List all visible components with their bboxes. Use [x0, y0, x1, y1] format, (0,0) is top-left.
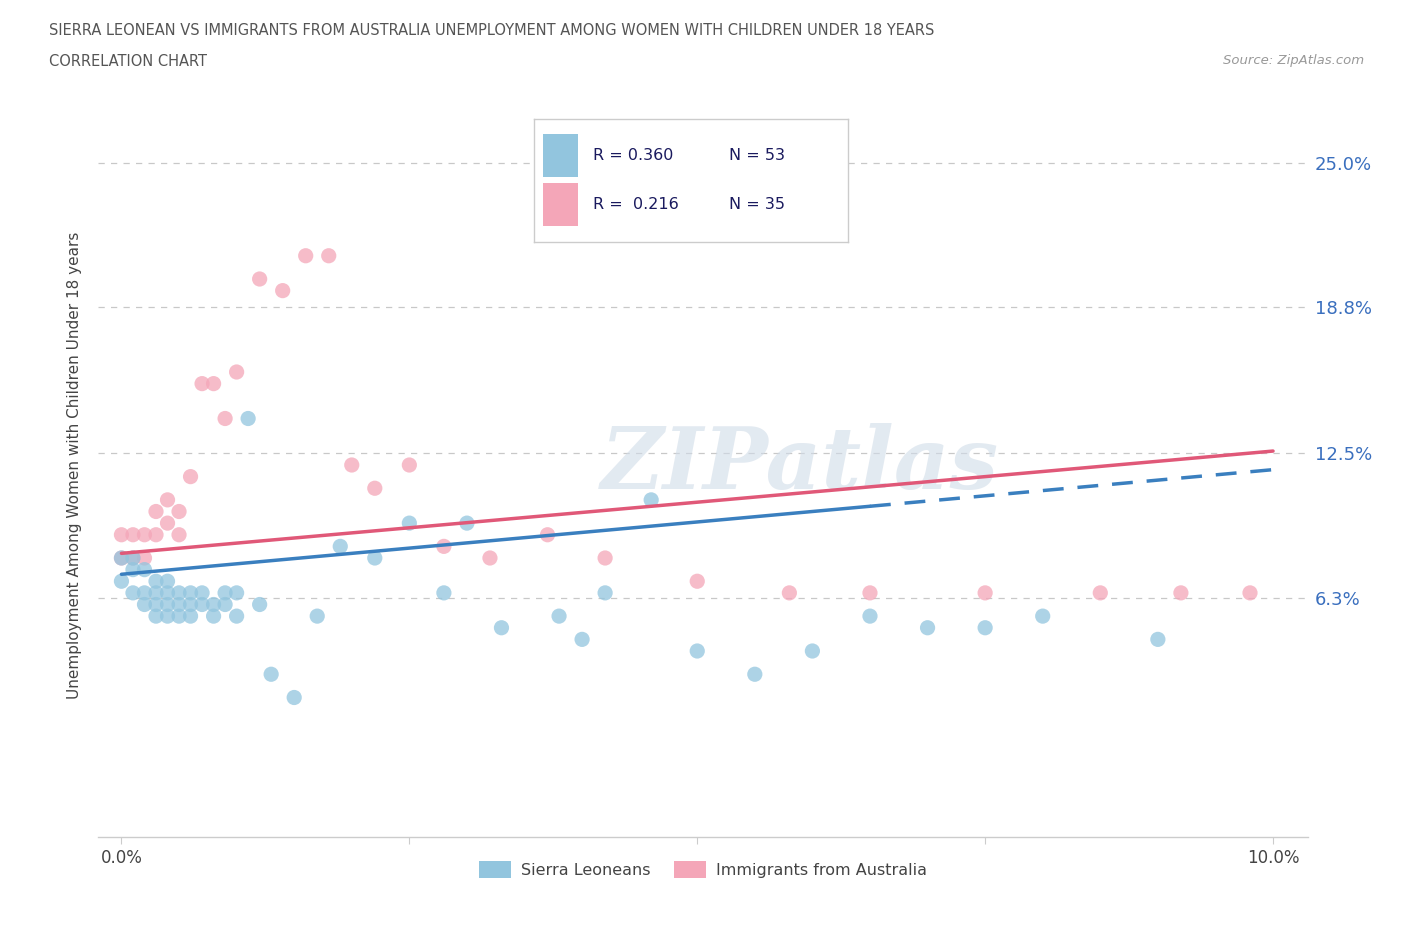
Point	[180, 597, 202, 612]
Point	[167, 586, 190, 601]
Point	[249, 272, 271, 286]
Point	[134, 527, 156, 542]
Point	[536, 527, 558, 542]
Point	[571, 632, 593, 647]
Text: SIERRA LEONEAN VS IMMIGRANTS FROM AUSTRALIA UNEMPLOYMENT AMONG WOMEN WITH CHILDR: SIERRA LEONEAN VS IMMIGRANTS FROM AUSTRA…	[49, 23, 935, 38]
Point	[456, 515, 478, 530]
Point	[156, 493, 179, 508]
Point	[214, 597, 236, 612]
Point	[1170, 586, 1192, 601]
Point	[225, 365, 247, 379]
Point	[134, 551, 156, 565]
Point	[191, 586, 214, 601]
Point	[1147, 632, 1170, 647]
Point	[191, 597, 214, 612]
Point	[593, 586, 616, 601]
Point	[134, 586, 156, 601]
Point	[180, 586, 202, 601]
Point	[917, 620, 939, 635]
Point	[134, 562, 156, 577]
Y-axis label: Unemployment Among Women with Children Under 18 years: Unemployment Among Women with Children U…	[67, 232, 83, 698]
Point	[593, 551, 616, 565]
Point	[686, 644, 709, 658]
Point	[145, 609, 167, 624]
Point	[974, 620, 997, 635]
Point	[110, 551, 132, 565]
Point	[433, 539, 456, 554]
Point	[156, 609, 179, 624]
Point	[260, 667, 283, 682]
Point	[1239, 586, 1261, 601]
Point	[1090, 586, 1112, 601]
Point	[134, 597, 156, 612]
Point	[1032, 609, 1054, 624]
Point	[778, 586, 800, 601]
Point	[548, 609, 571, 624]
Point	[225, 586, 247, 601]
Point	[202, 377, 225, 392]
Point	[478, 551, 501, 565]
Point	[145, 574, 167, 589]
Point	[340, 458, 363, 472]
Point	[214, 411, 236, 426]
Point	[202, 609, 225, 624]
Point	[307, 609, 329, 624]
Legend: Sierra Leoneans, Immigrants from Australia: Sierra Leoneans, Immigrants from Austral…	[472, 855, 934, 884]
Point	[249, 597, 271, 612]
Point	[167, 597, 190, 612]
Point	[744, 667, 766, 682]
Point	[294, 248, 316, 263]
Point	[110, 551, 132, 565]
Point	[640, 493, 662, 508]
Point	[122, 527, 145, 542]
Point	[167, 527, 190, 542]
Text: CORRELATION CHART: CORRELATION CHART	[49, 54, 207, 69]
Text: ZIPatlas: ZIPatlas	[600, 423, 998, 507]
Point	[364, 551, 387, 565]
Point	[145, 527, 167, 542]
Text: Source: ZipAtlas.com: Source: ZipAtlas.com	[1223, 54, 1364, 67]
Point	[167, 609, 190, 624]
Point	[122, 586, 145, 601]
Point	[318, 248, 340, 263]
Point	[686, 574, 709, 589]
Point	[283, 690, 305, 705]
Point	[433, 586, 456, 601]
Point	[398, 458, 420, 472]
Point	[156, 597, 179, 612]
Point	[801, 644, 824, 658]
Point	[364, 481, 387, 496]
Point	[236, 411, 259, 426]
Point	[859, 586, 882, 601]
Point	[214, 586, 236, 601]
Point	[156, 586, 179, 601]
Point	[191, 377, 214, 392]
Point	[271, 283, 294, 298]
Point	[145, 597, 167, 612]
Point	[145, 586, 167, 601]
Point	[180, 609, 202, 624]
Point	[122, 551, 145, 565]
Point	[156, 515, 179, 530]
Point	[225, 609, 247, 624]
Point	[122, 562, 145, 577]
Point	[180, 469, 202, 484]
Point	[491, 620, 513, 635]
Point	[156, 574, 179, 589]
Point	[329, 539, 352, 554]
Point	[398, 515, 420, 530]
Point	[859, 609, 882, 624]
Point	[110, 574, 132, 589]
Point	[122, 551, 145, 565]
Point	[110, 527, 132, 542]
Point	[145, 504, 167, 519]
Point	[167, 504, 190, 519]
Point	[974, 586, 997, 601]
Point	[202, 597, 225, 612]
